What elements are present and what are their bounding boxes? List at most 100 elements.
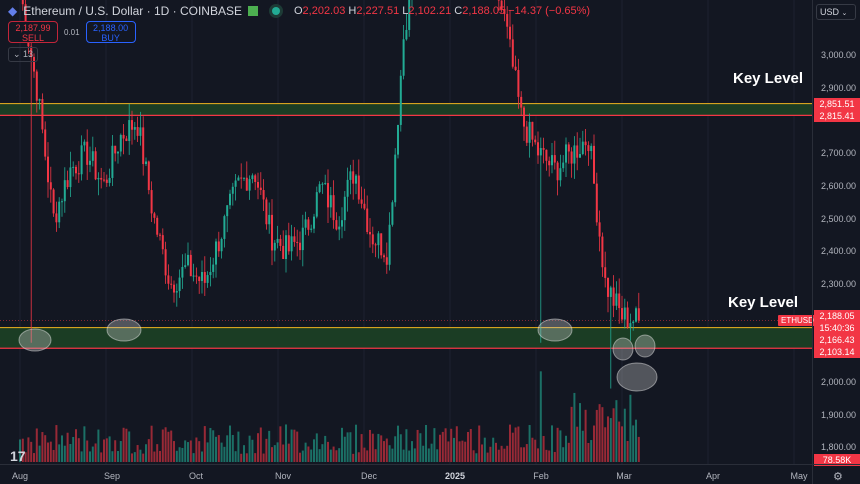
volume-bar: [86, 440, 89, 462]
candle-body: [587, 145, 590, 152]
candle-body: [293, 236, 296, 242]
candle-body: [514, 66, 517, 71]
chevron-down-icon: ⌄: [841, 10, 848, 17]
volume-bar: [453, 437, 455, 462]
currency-select[interactable]: USD ⌄: [816, 4, 856, 20]
volume-bar: [461, 440, 464, 462]
symbol-title[interactable]: Ethereum / U.S. Dollar · 1D · COINBASE: [23, 4, 242, 18]
candle-body: [198, 276, 201, 282]
volume-bar: [279, 426, 282, 462]
candle-body: [623, 307, 626, 320]
highlight-ellipse: [537, 318, 573, 342]
volume-bar: [595, 409, 598, 462]
price-label-lower-zone-top: 2,166.43: [814, 334, 860, 346]
candle-body: [86, 141, 89, 165]
candle-body: [338, 226, 341, 230]
volume-bar: [195, 437, 198, 462]
volume-bar: [313, 439, 315, 462]
ethereum-logo-icon: ◆: [8, 4, 18, 18]
market-status-icon: [271, 7, 280, 15]
high-value: 2,227.51: [356, 5, 400, 17]
volume-bar: [276, 442, 279, 462]
highlight-ellipse: [106, 318, 142, 342]
volume-bar: [500, 445, 503, 462]
candle-body: [327, 183, 329, 208]
candle-body: [315, 192, 318, 217]
candle-body: [539, 148, 542, 156]
candle-body: [257, 181, 259, 188]
price-label-countdown: 15:40:36: [814, 322, 860, 334]
volume-bar: [287, 443, 290, 462]
candle-body: [579, 154, 581, 158]
volume-bar: [598, 404, 601, 462]
volume-bar: [478, 425, 481, 462]
volume-bar: [363, 447, 366, 462]
candle-body: [500, 0, 503, 10]
candle-body: [265, 199, 268, 225]
volume-bar: [248, 435, 251, 462]
candle-body: [537, 142, 539, 156]
candle-body: [374, 244, 377, 246]
volume-bar: [304, 442, 307, 462]
volume-bar: [63, 445, 66, 462]
volume-bar: [44, 435, 47, 462]
volume-bar: [450, 428, 453, 462]
candle-body: [153, 213, 156, 218]
candle-body: [52, 189, 55, 214]
volume-bar: [201, 451, 203, 462]
volume-bar: [472, 450, 475, 462]
volume-bar: [369, 429, 371, 462]
price-axis[interactable]: 3,000.00 2,900.00 2,700.00 2,600.00 2,500.00…: [812, 0, 860, 484]
volume-bar: [422, 445, 425, 462]
candle-body: [209, 271, 212, 276]
buy-button[interactable]: 2,188.00 BUY: [85, 21, 136, 43]
volume-bar: [464, 441, 467, 462]
volume-bar: [136, 445, 139, 462]
volume-bar: [609, 418, 612, 462]
volume-bar: [117, 451, 119, 462]
candle-body: [329, 195, 332, 208]
time-tick: Aug: [11, 471, 29, 481]
trade-panel: 2,187.99 SELL 0.01 2,188.00 BUY: [8, 21, 136, 43]
low-value: 2,102.21: [408, 5, 452, 17]
volume-bar: [380, 435, 383, 462]
volume-bar: [293, 429, 296, 462]
volume-bar: [444, 428, 447, 462]
candle-body: [366, 208, 369, 232]
volume-bar: [125, 428, 128, 462]
volume-bar: [525, 444, 528, 462]
candle-body: [324, 183, 327, 185]
time-tick: Sep: [103, 471, 121, 481]
indicators-toggle[interactable]: ⌄ 13: [8, 47, 39, 62]
candle-body: [369, 231, 371, 235]
volume-bar: [419, 433, 422, 462]
volume-bar: [192, 453, 195, 462]
volume-bar: [565, 435, 567, 462]
candle-body: [21, 0, 24, 5]
volume-bar: [217, 435, 220, 462]
price-label-upper-zone-bottom: 2,815.41: [814, 110, 860, 122]
volume-bar: [621, 426, 623, 462]
volume-bar: [58, 444, 61, 462]
candle-body: [523, 107, 525, 127]
volume-bar: [573, 392, 576, 462]
candle-body: [72, 166, 75, 168]
volume-bar: [408, 450, 411, 462]
price-chart[interactable]: [0, 0, 812, 464]
sell-button[interactable]: 2,187.99 SELL: [8, 21, 58, 43]
candle-body: [604, 267, 607, 278]
settings-icon[interactable]: ⚙: [833, 471, 843, 483]
volume-bar: [637, 436, 640, 462]
volume-bar: [223, 446, 226, 462]
volume-bar: [47, 442, 49, 462]
candle-body: [44, 129, 47, 157]
volume-bar: [615, 400, 618, 462]
candle-body: [595, 183, 598, 223]
candle-body: [304, 219, 307, 228]
candle-body: [601, 236, 604, 268]
volume-bar: [458, 441, 461, 462]
volume-bar: [341, 427, 343, 462]
candle-body: [245, 177, 248, 191]
price-tick: 3,000.00: [820, 50, 856, 60]
candle-body: [290, 236, 293, 252]
